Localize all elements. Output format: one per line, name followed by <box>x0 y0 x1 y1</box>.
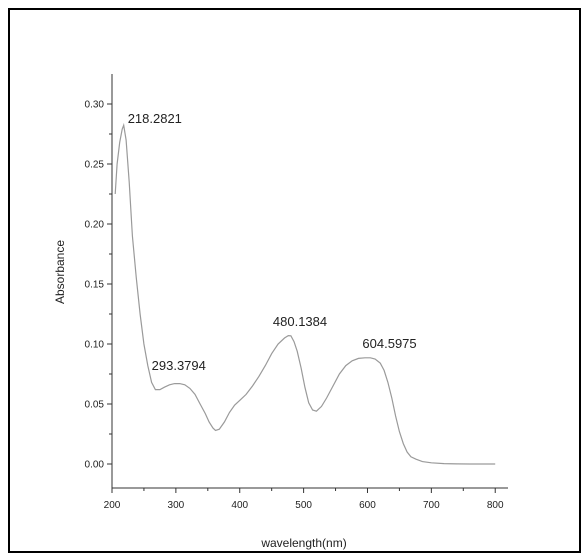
y-tick-label: 0.15 <box>85 280 105 291</box>
peak-annotations: 218.2821 293.3794 480.1384 604.5975 <box>128 111 417 373</box>
axes <box>111 74 508 489</box>
peak-label: 293.3794 <box>152 358 206 373</box>
x-tick-label: 300 <box>168 500 185 511</box>
ticks: 200 300 400 500 600 700 800 0.00 0.05 0.10 0.15 0.2… <box>85 100 504 512</box>
x-axis-title: wavelength(nm) <box>260 536 346 550</box>
absorbance-series-line <box>114 122 496 465</box>
x-tick-label: 500 <box>295 500 312 511</box>
peak-label: 604.5975 <box>362 336 416 351</box>
x-tick-label: 800 <box>487 500 504 511</box>
y-tick-label: 0.10 <box>85 340 105 351</box>
x-tick-label: 200 <box>104 500 121 511</box>
y-tick-label: 0.30 <box>85 100 105 111</box>
x-tick-label: 700 <box>423 500 440 511</box>
x-tick-label: 600 <box>359 500 376 511</box>
y-tick-label: 0.00 <box>85 460 105 471</box>
y-axis-title: Absorbance <box>53 240 67 304</box>
x-tick-label: 400 <box>231 500 248 511</box>
y-tick-label: 0.20 <box>85 220 105 231</box>
peak-label: 480.1384 <box>273 314 327 329</box>
peak-label: 218.2821 <box>128 111 182 126</box>
y-tick-label: 0.25 <box>85 160 105 171</box>
y-tick-label: 0.05 <box>85 400 105 411</box>
